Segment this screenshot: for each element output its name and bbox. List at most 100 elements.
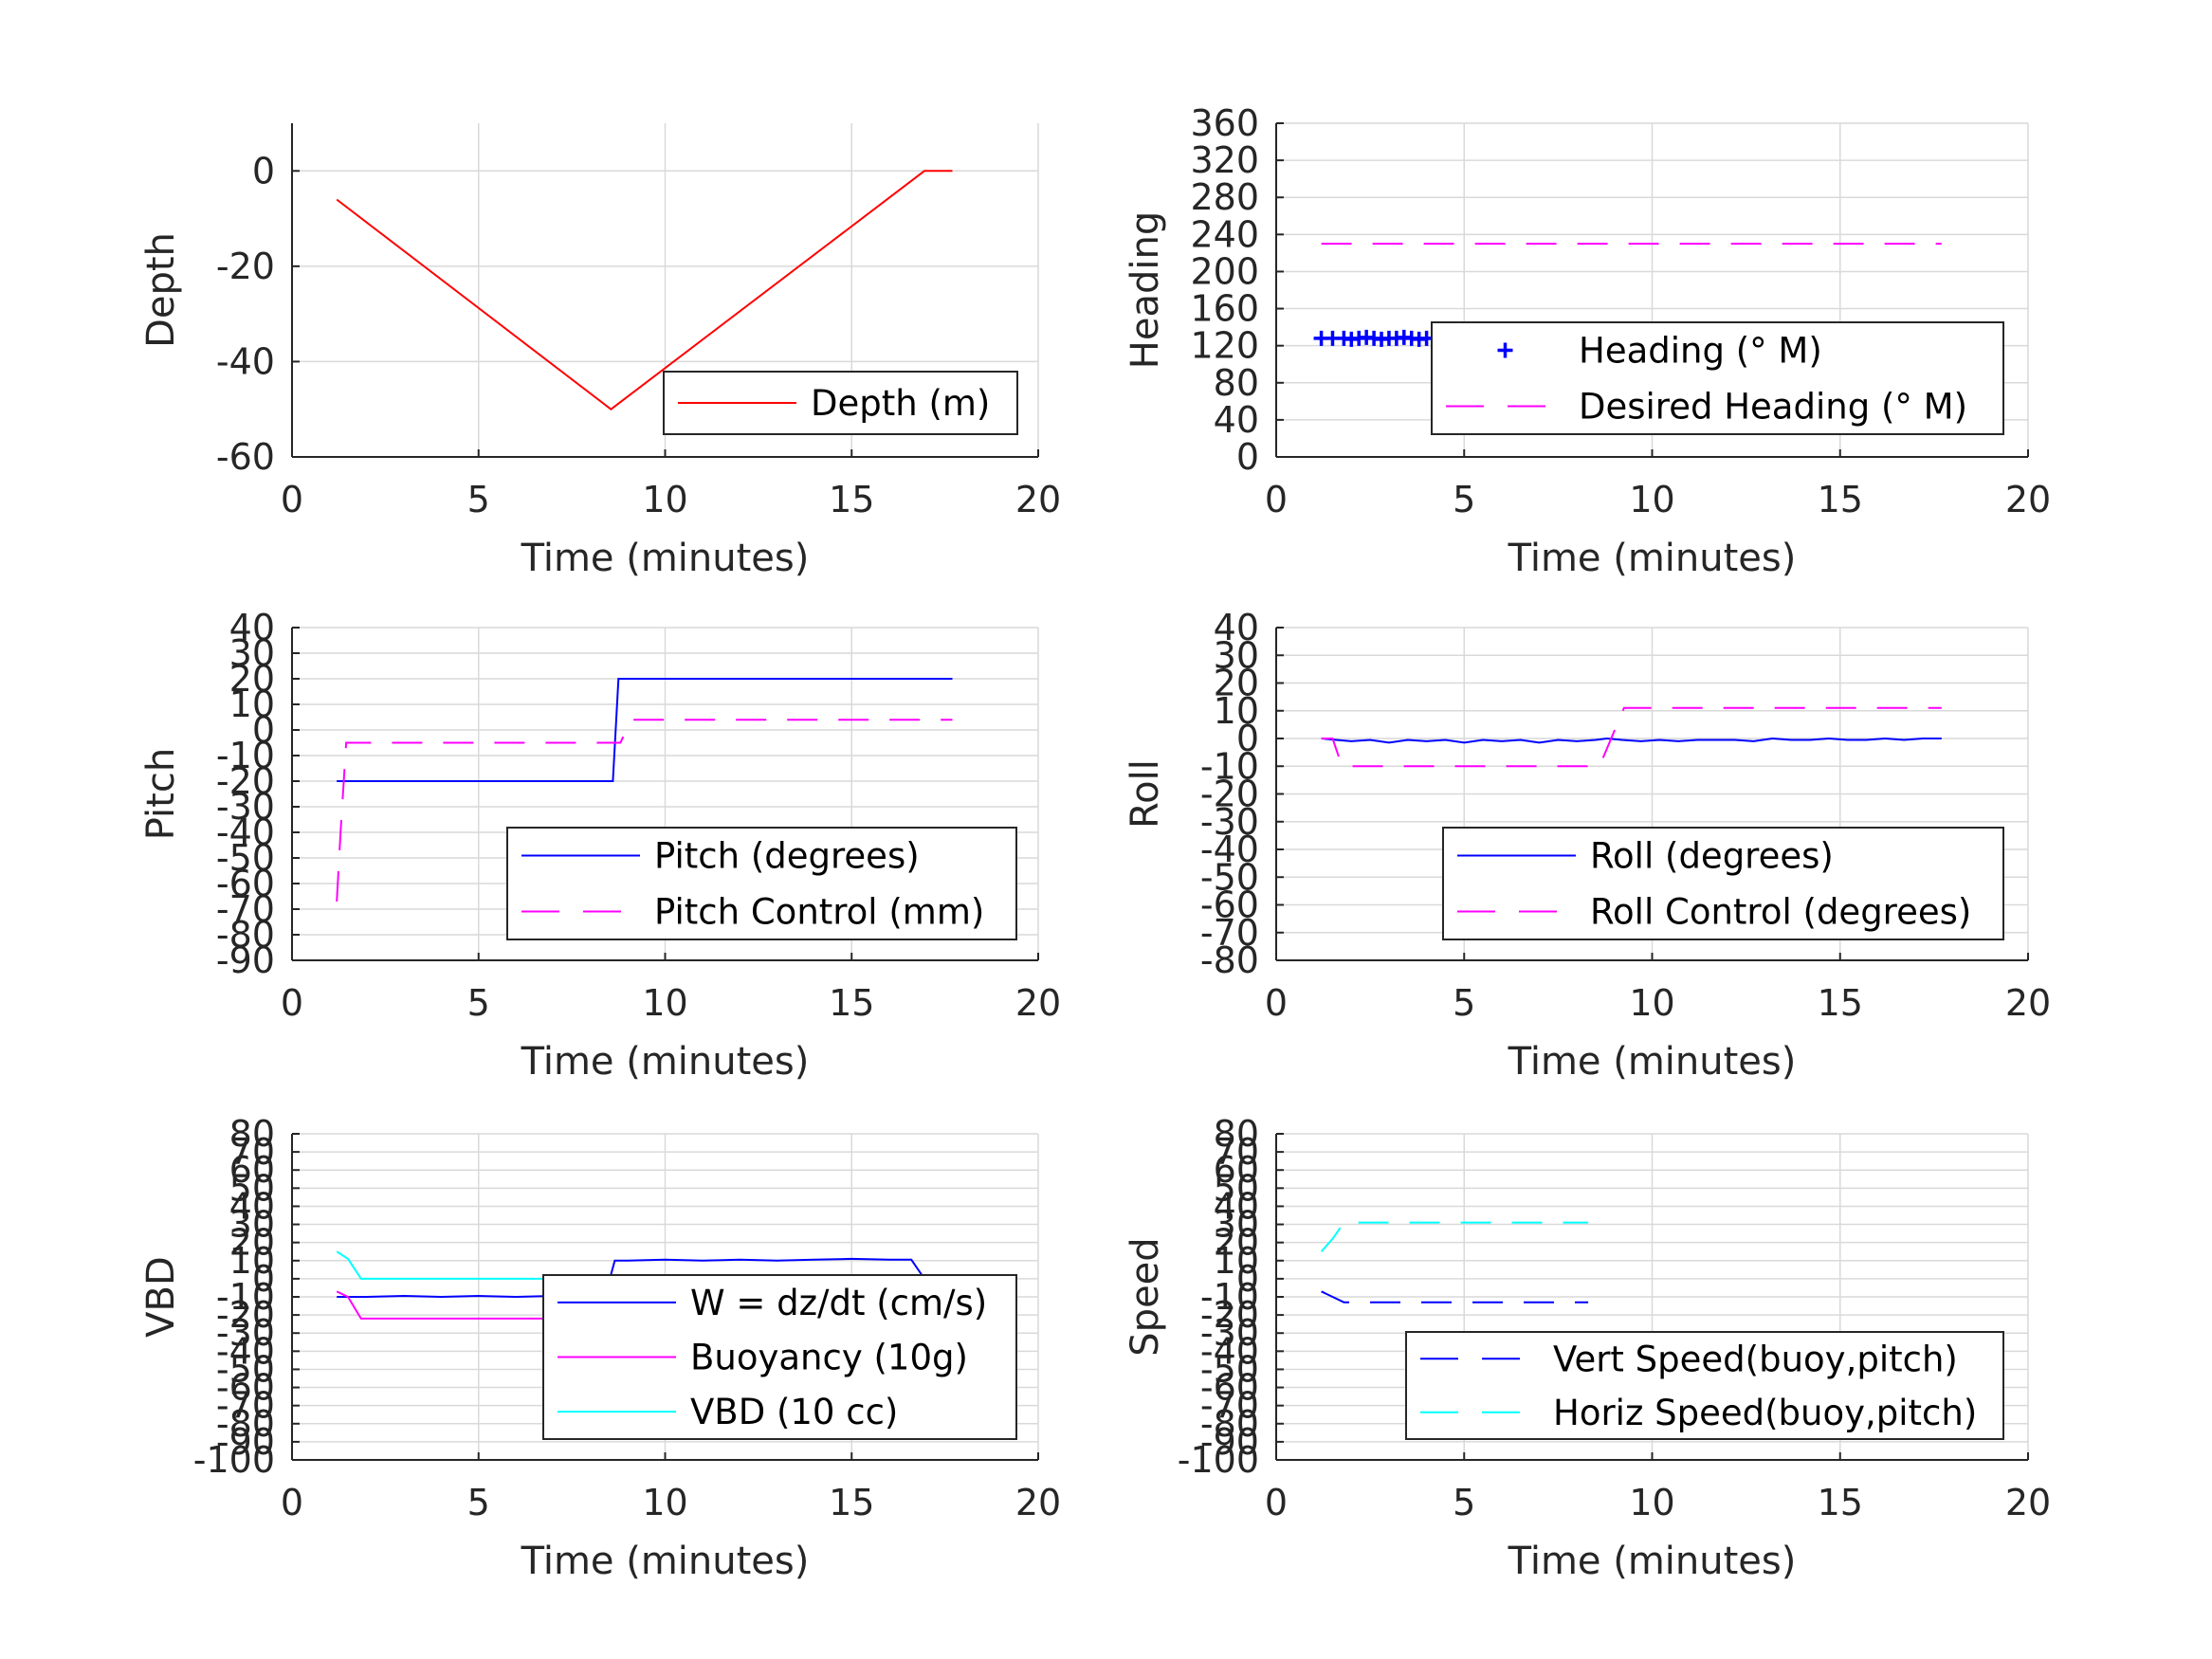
vbd-y-tick-label: 40 (229, 1185, 275, 1227)
speed-y-tick-label: 40 (1214, 1185, 1259, 1227)
roll-x-tick-label: 15 (1818, 982, 1863, 1024)
pitch-legend-label: Pitch Control (mm) (654, 892, 984, 933)
vbd-y-tick-label: 70 (229, 1131, 275, 1173)
roll-x-axis-label: Time (minutes) (1508, 1040, 1797, 1084)
heading-x-tick-label: 0 (1265, 479, 1288, 520)
vbd-y-tick-label: 80 (229, 1113, 275, 1155)
heading-x-tick-label: 20 (2005, 479, 2051, 520)
pitch-x-tick-label: 15 (829, 982, 874, 1024)
heading-y-tick-label: 120 (1190, 325, 1259, 367)
heading-y-tick-label: 40 (1214, 399, 1259, 441)
vbd-y-tick-label: -30 (216, 1312, 275, 1354)
heading-x-axis-label: Time (minutes) (1508, 537, 1797, 580)
heading-y-tick-label: 200 (1190, 250, 1259, 292)
roll-y-tick-label: -50 (1200, 856, 1259, 898)
roll-series-1 (1321, 706, 1942, 768)
heading-legend-box (1431, 321, 2004, 435)
vbd-y-tick-label: -70 (216, 1385, 275, 1427)
vbd-y-tick-label: 60 (229, 1149, 275, 1191)
heading-x-tick-label: 5 (1453, 479, 1475, 520)
pitch-legend-box (506, 827, 1017, 940)
heading-legend-label: Heading (° M) (1579, 331, 1822, 372)
depth-y-axis-label: Depth (139, 232, 183, 348)
speed-x-tick-label: 10 (1629, 1482, 1674, 1523)
depth-x-tick-label: 15 (829, 479, 874, 520)
vbd-y-tick-label: 20 (229, 1222, 275, 1264)
depth-x-axis-label: Time (minutes) (521, 537, 810, 580)
speed-y-tick-label: -30 (1200, 1312, 1259, 1354)
vbd-y-tick-label: 10 (229, 1240, 275, 1282)
speed-x-axis-label: Time (minutes) (1508, 1540, 1797, 1583)
roll-y-tick-label: -30 (1200, 801, 1259, 843)
speed-y-tick-label: -90 (1200, 1421, 1259, 1463)
speed-legend-label: Vert Speed(buoy,pitch) (1553, 1339, 1958, 1379)
vbd-y-tick-label: -100 (193, 1439, 275, 1481)
vbd-y-tick-label: -90 (216, 1421, 275, 1463)
vbd-x-tick-label: 0 (281, 1482, 303, 1523)
pitch-x-tick-label: 10 (642, 982, 687, 1024)
roll-legend: Roll (degrees) Roll Control (degrees) (1442, 827, 2004, 940)
speed-series-0 (1321, 1290, 1589, 1304)
speed-x-tick-label: 15 (1818, 1482, 1863, 1523)
pitch-y-tick-label: 40 (229, 607, 275, 648)
heading-legend: Heading (° M) Desired Heading (° M) (1431, 321, 2004, 435)
speed-legend-label: Horiz Speed(buoy,pitch) (1553, 1393, 1977, 1433)
depth-legend-label: Depth (m) (811, 383, 990, 424)
depth-axes: 0 5 10 15 20 -60 -40 -20 0 Time (minutes) Depth Dep… (139, 123, 1061, 580)
roll-y-tick-label: -20 (1200, 774, 1259, 815)
pitch-y-tick-label: -80 (216, 914, 275, 956)
vbd-legend-label: Buoyancy (10g) (690, 1338, 968, 1378)
speed-y-tick-label: -70 (1200, 1385, 1259, 1427)
heading-y-tick-label: 240 (1190, 213, 1259, 255)
roll-x-tick-label: 5 (1453, 982, 1475, 1024)
pitch-y-tick-label: 30 (229, 632, 275, 674)
pitch-x-axis-label: Time (minutes) (521, 1040, 810, 1084)
pitch-x-tick-label: 20 (1015, 982, 1061, 1024)
heading-y-tick-label: 320 (1190, 139, 1259, 181)
vbd-series-1 (336, 1290, 602, 1320)
pitch-legend-label: Pitch (degrees) (654, 836, 920, 877)
roll-y-axis-label: Roll (1124, 759, 1167, 829)
pitch-series-1 (336, 719, 953, 902)
pitch-axes: 0 5 10 15 20-90-80-70-60-50-40-30-20-1001020… (139, 607, 1061, 1084)
roll-legend-label: Roll Control (degrees) (1590, 892, 1971, 933)
vbd-y-tick-label: -60 (216, 1367, 275, 1409)
vbd-x-tick-label: 20 (1015, 1482, 1061, 1523)
vbd-y-tick-label: -80 (216, 1403, 275, 1445)
speed-series-1 (1320, 1221, 1589, 1252)
roll-series-0 (1321, 737, 1942, 744)
pitch-y-tick-label: 10 (229, 684, 275, 725)
vbd-legend: W = dz/dt (cm/s) Buoyancy (10g) VBD (10 cc… (542, 1274, 1017, 1440)
roll-y-tick-label: 10 (1214, 690, 1259, 732)
depth-y-tick-label: -20 (216, 246, 275, 287)
roll-x-tick-label: 10 (1629, 982, 1674, 1024)
pitch-y-tick-label: -50 (216, 837, 275, 879)
speed-x-tick-label: 20 (2005, 1482, 2051, 1523)
vbd-y-tick-label: -20 (216, 1294, 275, 1336)
roll-y-tick-label: 0 (1236, 718, 1259, 759)
heading-y-tick-label: 160 (1190, 288, 1259, 330)
roll-y-tick-label: 20 (1214, 663, 1259, 704)
vbd-y-tick-label: 30 (229, 1204, 275, 1246)
speed-y-tick-label: 80 (1214, 1113, 1259, 1155)
depth-y-tick-label: -60 (216, 436, 275, 478)
speed-legend-box (1405, 1331, 2004, 1440)
heading-y-tick-label: 0 (1236, 436, 1259, 478)
depth-x-tick-label: 10 (642, 479, 687, 520)
heading-y-axis-label: Heading (1124, 211, 1167, 369)
vbd-x-tick-label: 5 (467, 1482, 490, 1523)
depth-legend: Depth (m) (663, 371, 1018, 435)
vbd-legend-label: W = dz/dt (cm/s) (690, 1283, 987, 1323)
vbd-x-tick-label: 15 (829, 1482, 874, 1523)
roll-y-tick-label: -80 (1200, 939, 1259, 981)
roll-legend-label: Roll (degrees) (1590, 836, 1834, 877)
pitch-y-tick-label: -40 (216, 811, 275, 853)
vbd-x-tick-label: 10 (642, 1482, 687, 1523)
speed-y-axis-label: Speed (1124, 1237, 1167, 1356)
pitch-x-tick-label: 5 (467, 982, 490, 1024)
pitch-x-tick-label: 0 (281, 982, 303, 1024)
vbd-x-axis-label: Time (minutes) (521, 1540, 810, 1583)
heading-y-tick-label: 360 (1190, 102, 1259, 144)
speed-y-tick-label: -60 (1200, 1367, 1259, 1409)
roll-x-tick-label: 20 (2005, 982, 2051, 1024)
